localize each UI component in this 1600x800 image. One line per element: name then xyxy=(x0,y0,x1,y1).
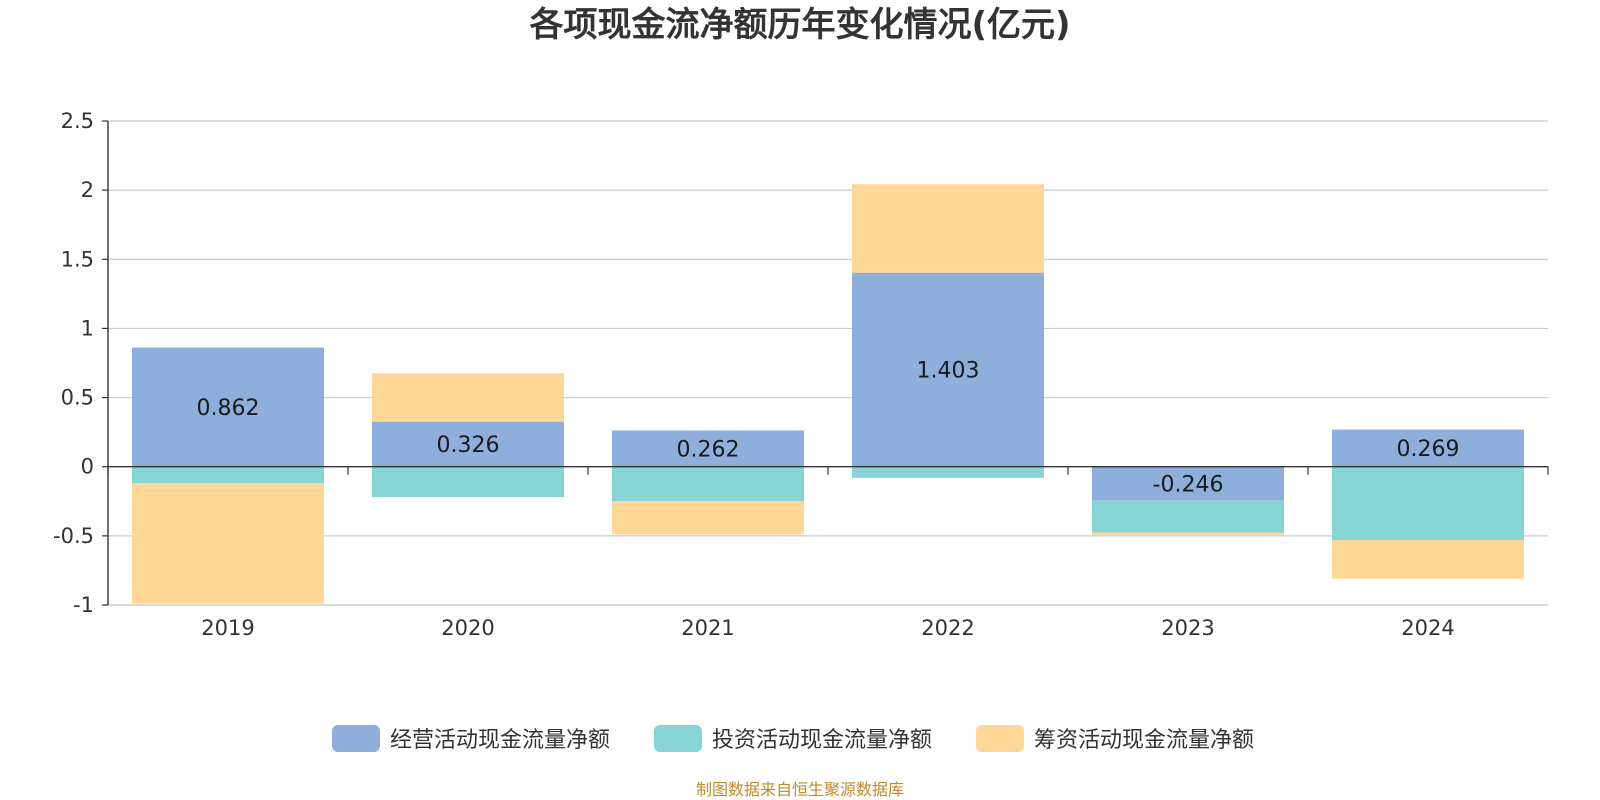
data-label: -0.246 xyxy=(1153,473,1224,498)
bar-2-2022 xyxy=(852,466,1044,478)
data-label: 0.326 xyxy=(437,433,500,458)
axes: 2.5 2 1.5 1 0.5 0 -0.5 -1 2019 2020 2021 2022 2023 20… xyxy=(53,109,1549,640)
legend-label: 筹资活动现金流量净额 xyxy=(1034,728,1254,753)
x-tick-label: 2020 xyxy=(441,616,494,640)
y-tick-label: 2 xyxy=(81,178,94,202)
y-tick-label: 1 xyxy=(81,316,94,340)
data-label: 0.262 xyxy=(677,438,740,463)
bar-3-2020 xyxy=(372,373,564,422)
data-label: 0.862 xyxy=(197,396,260,421)
legend-swatch xyxy=(654,725,702,752)
y-tick-label: 0.5 xyxy=(61,386,94,410)
bar-3-2023 xyxy=(1092,532,1284,536)
bar-2-2020 xyxy=(372,466,564,498)
chart-title: 各项现金流净额历年变化情况(亿元) xyxy=(529,5,1070,45)
bar-3-2024 xyxy=(1332,540,1524,579)
bar-1-2021 xyxy=(612,430,804,467)
bar-2-2023 xyxy=(1092,500,1284,533)
x-tick-label: 2021 xyxy=(681,616,734,640)
bars xyxy=(132,184,1524,604)
y-tick-label: 1.5 xyxy=(61,247,94,271)
bar-1-2020 xyxy=(372,421,564,467)
legend-label: 投资活动现金流量净额 xyxy=(712,728,932,753)
legend-swatch xyxy=(976,725,1024,752)
x-tick-label: 2023 xyxy=(1161,616,1214,640)
legend-swatch xyxy=(332,725,380,752)
x-tick-label: 2024 xyxy=(1401,616,1454,640)
x-tick-label: 2019 xyxy=(201,616,254,640)
bar-1-2024 xyxy=(1332,429,1524,467)
data-label: 0.269 xyxy=(1397,437,1460,462)
bar-2-2019 xyxy=(132,466,324,484)
data-labels: 0.862 0.326 0.262 1.403 -0.246 0.269 xyxy=(197,359,1460,498)
bar-3-2021 xyxy=(612,501,804,535)
bar-3-2019 xyxy=(132,483,324,604)
y-tick-label: -0.5 xyxy=(53,524,94,548)
bar-3-2022 xyxy=(852,184,1044,273)
gridlines xyxy=(108,120,1548,606)
legend-label: 经营活动现金流量净额 xyxy=(390,728,610,753)
y-tick-label: 2.5 xyxy=(61,109,94,133)
bar-1-2022 xyxy=(852,272,1044,467)
legend: 经营活动现金流量净额 投资活动现金流量净额 筹资活动现金流量净额 xyxy=(332,725,1254,753)
x-tick-label: 2022 xyxy=(921,616,974,640)
bar-2-2021 xyxy=(612,466,804,502)
bar-1-2019 xyxy=(132,347,324,467)
y-tick-label: 0 xyxy=(81,455,94,479)
bar-1-2023 xyxy=(1092,466,1284,501)
bar-2-2024 xyxy=(1332,466,1524,541)
data-label: 1.403 xyxy=(917,359,980,384)
y-tick-label: -1 xyxy=(73,593,94,617)
source-note: 制图数据来自恒生聚源数据库 xyxy=(696,780,904,799)
